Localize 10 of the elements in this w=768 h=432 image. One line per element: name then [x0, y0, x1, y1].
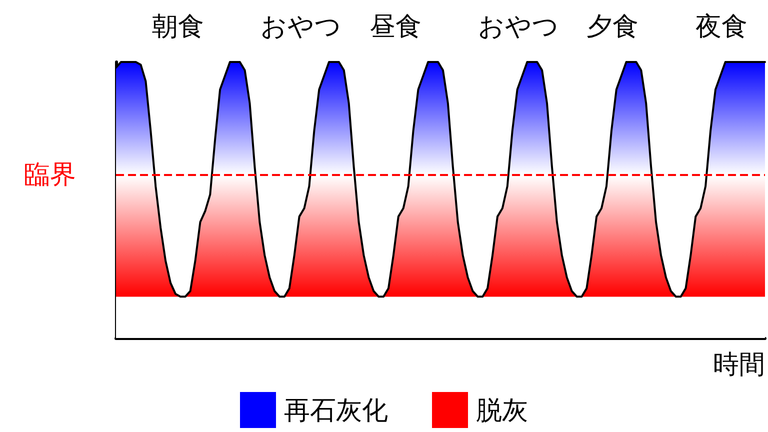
- text: 夜食: [695, 12, 748, 42]
- text: おやつ: [478, 12, 560, 42]
- x-axis-title: 時間: [713, 350, 765, 380]
- text: 夕食: [586, 12, 639, 42]
- ref-line-label: 臨界: [24, 160, 76, 190]
- text: 昼食: [369, 12, 422, 42]
- text: 再石灰化: [284, 394, 388, 428]
- text: おやつ: [260, 12, 342, 42]
- text: 脱灰: [476, 394, 528, 428]
- text: 朝食: [152, 12, 204, 42]
